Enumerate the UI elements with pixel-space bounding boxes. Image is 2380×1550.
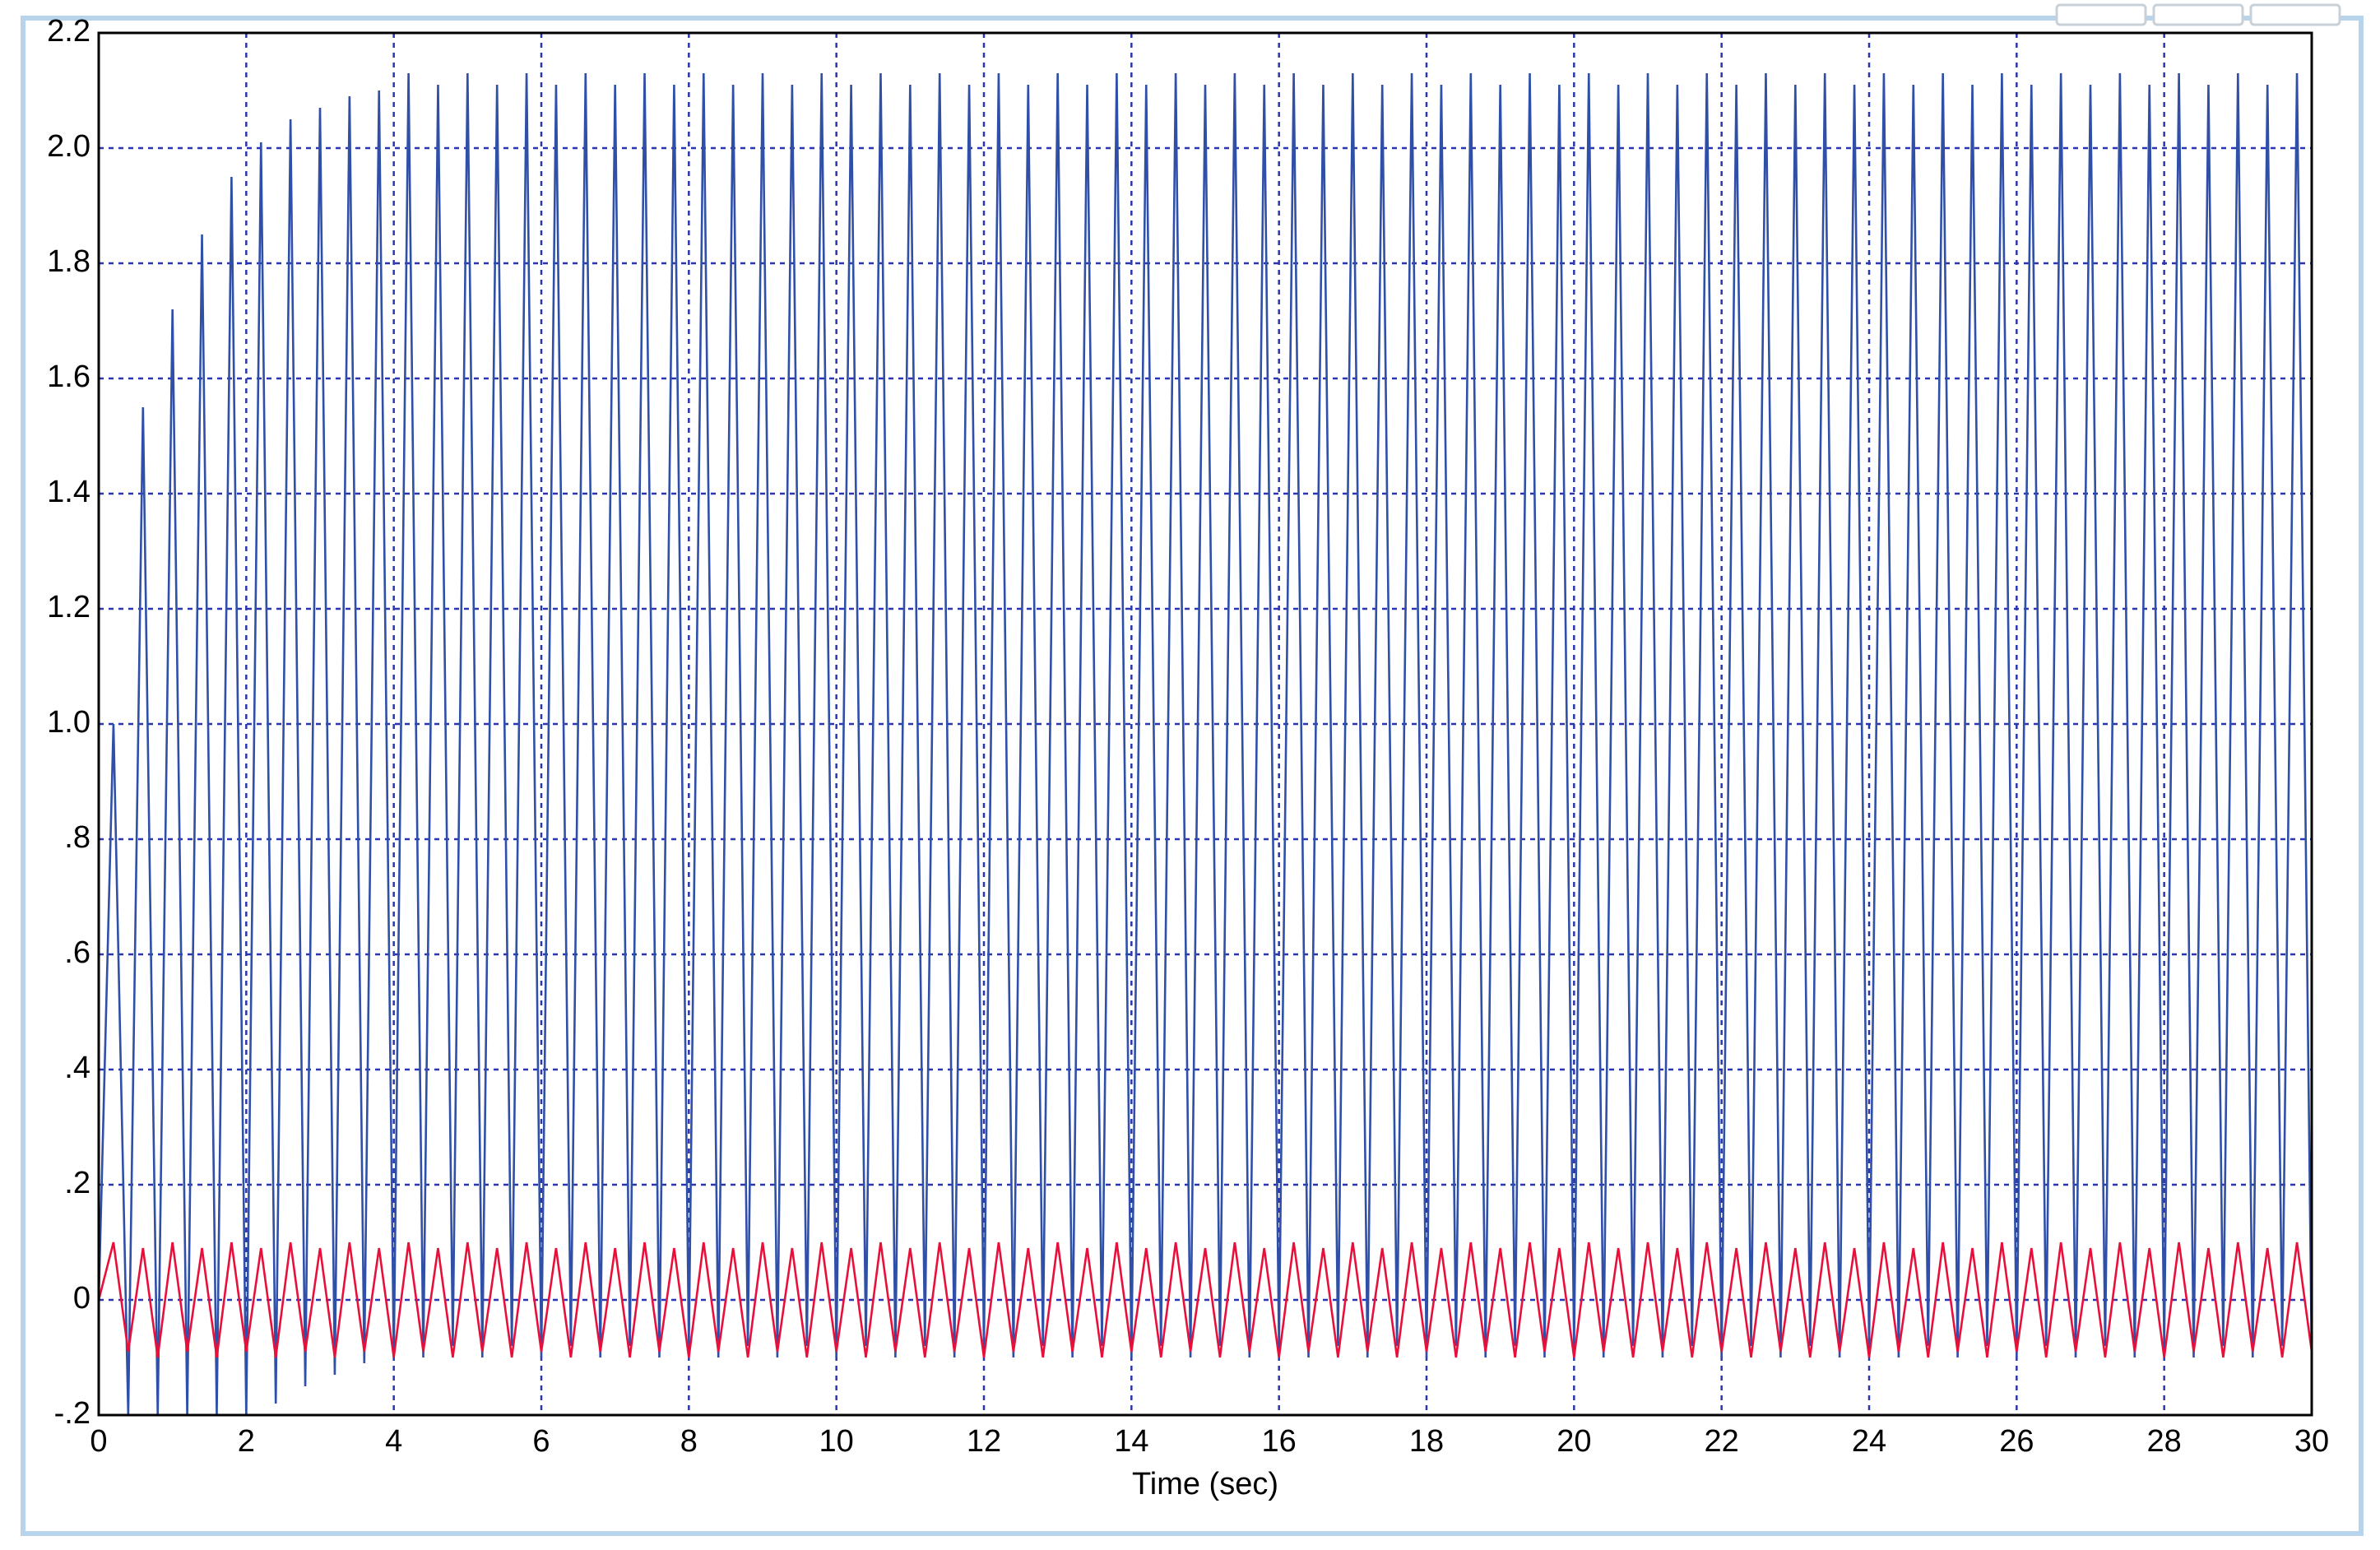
plot-frame	[97, 31, 2313, 1417]
y-tick-label: 0	[73, 1281, 90, 1316]
x-tick-label: 26	[1999, 1424, 2034, 1459]
x-tick-label: 14	[1114, 1424, 1148, 1459]
y-tick-label: .6	[64, 935, 90, 970]
x-tick-label: 30	[2294, 1424, 2329, 1459]
x-axis-label: Time (sec)	[1132, 1467, 1278, 1501]
x-tick-label: 10	[819, 1424, 854, 1459]
x-tick-label: 8	[680, 1424, 698, 1459]
x-tick-label: 0	[90, 1424, 107, 1459]
series-line	[99, 72, 2312, 1415]
x-tick-label: 18	[1409, 1424, 1444, 1459]
x-tick-label: 6	[532, 1424, 550, 1459]
y-tick-label: -.2	[54, 1396, 90, 1431]
y-tick-label: 2.2	[47, 14, 90, 49]
x-tick-label: 24	[1852, 1424, 1886, 1459]
y-tick-label: 1.2	[47, 590, 90, 624]
window-button[interactable]	[2152, 3, 2244, 26]
x-tick-label: 4	[385, 1424, 402, 1459]
x-tick-label: 16	[1262, 1424, 1297, 1459]
y-tick-label: 1.0	[47, 705, 90, 740]
y-tick-label: 1.8	[47, 244, 90, 279]
series-line	[99, 1241, 2312, 1358]
x-tick-label: 20	[1557, 1424, 1591, 1459]
y-tick-label: 1.4	[47, 475, 90, 509]
x-tick-label: 28	[2147, 1424, 2182, 1459]
x-tick-label: 2	[238, 1424, 255, 1459]
x-tick-label: 22	[1705, 1424, 1739, 1459]
x-tick-label: 12	[967, 1424, 1001, 1459]
window-button[interactable]	[2249, 3, 2341, 26]
window-button[interactable]	[2055, 3, 2147, 26]
y-tick-label: .8	[64, 820, 90, 855]
y-tick-label: 2.0	[47, 129, 90, 164]
y-tick-label: .2	[64, 1166, 90, 1200]
y-tick-label: .4	[64, 1051, 90, 1085]
y-tick-label: 1.6	[47, 360, 90, 394]
